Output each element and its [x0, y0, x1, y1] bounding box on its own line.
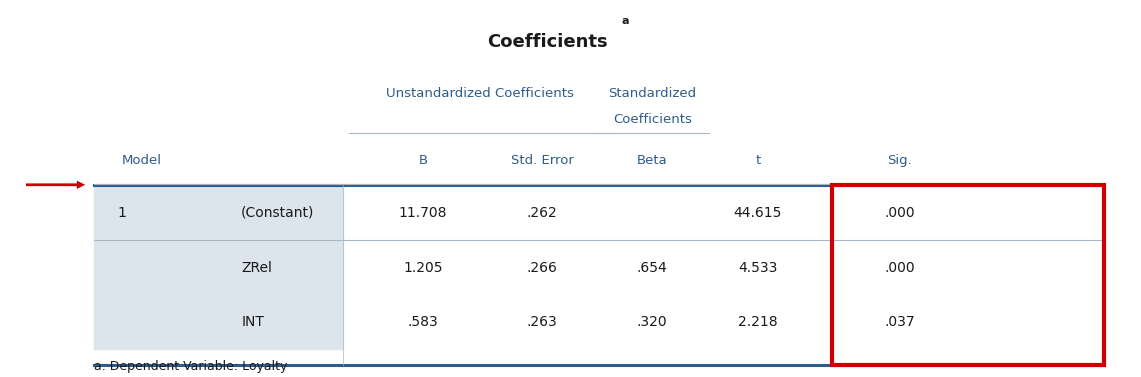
- Text: Coefficients: Coefficients: [487, 33, 608, 51]
- Text: Sig.: Sig.: [888, 154, 912, 167]
- Text: .263: .263: [527, 315, 558, 329]
- Text: .654: .654: [637, 261, 667, 275]
- Text: 44.615: 44.615: [734, 205, 782, 220]
- Text: 11.708: 11.708: [398, 205, 447, 220]
- Text: .262: .262: [527, 205, 558, 220]
- Text: .000: .000: [884, 261, 915, 275]
- Text: Std. Error: Std. Error: [511, 154, 574, 167]
- Bar: [94, 241, 343, 295]
- Text: Coefficients: Coefficients: [613, 113, 691, 126]
- Text: 1: 1: [118, 205, 127, 220]
- Text: Unstandardized Coefficients: Unstandardized Coefficients: [386, 87, 574, 100]
- Text: INT: INT: [241, 315, 264, 329]
- Text: a. Dependent Variable: Loyalty: a. Dependent Variable: Loyalty: [94, 360, 288, 374]
- Text: .000: .000: [884, 205, 915, 220]
- Text: .320: .320: [637, 315, 667, 329]
- Bar: [832, 185, 1104, 365]
- Text: 4.533: 4.533: [738, 261, 777, 275]
- Text: 2.218: 2.218: [738, 315, 778, 329]
- Text: Standardized: Standardized: [608, 87, 696, 100]
- Text: ZRel: ZRel: [241, 261, 272, 275]
- Text: (Constant): (Constant): [241, 205, 315, 220]
- Text: .266: .266: [527, 261, 558, 275]
- Bar: [94, 186, 343, 239]
- Text: t: t: [755, 154, 760, 167]
- Text: a: a: [621, 16, 629, 26]
- Text: 1.205: 1.205: [403, 261, 443, 275]
- Bar: [94, 295, 343, 349]
- Text: .037: .037: [884, 315, 915, 329]
- Text: B: B: [419, 154, 428, 167]
- Text: .583: .583: [407, 315, 438, 329]
- Text: Beta: Beta: [637, 154, 667, 167]
- Text: Model: Model: [122, 154, 162, 167]
